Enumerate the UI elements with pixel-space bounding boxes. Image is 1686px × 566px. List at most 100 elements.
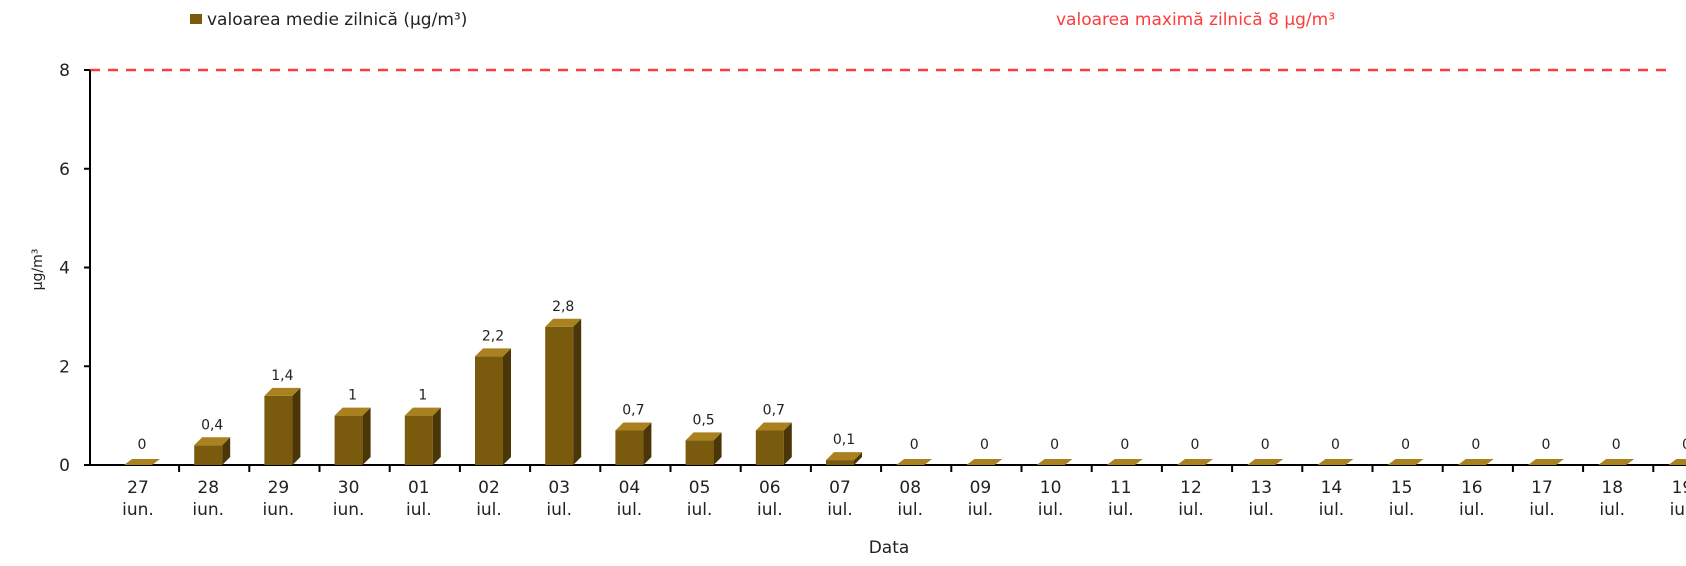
x-tick-label-day: 03 <box>548 478 570 498</box>
data-label: 0 <box>1612 437 1621 453</box>
x-tick-label-day: 14 <box>1321 478 1343 498</box>
x-tick-label-day: 19 <box>1672 478 1686 498</box>
x-tick-label-month: iul. <box>617 500 643 520</box>
bar-top <box>1036 459 1073 465</box>
x-tick-label-day: 08 <box>899 478 921 498</box>
x-tick-label-month: iul. <box>757 500 783 520</box>
y-tick-label: 4 <box>59 259 70 279</box>
bar <box>475 356 503 465</box>
x-tick-label-month: iul. <box>1459 500 1485 520</box>
x-tick-label-day: 15 <box>1391 478 1413 498</box>
bar-top <box>334 407 371 416</box>
data-label: 0,1 <box>833 432 855 448</box>
bar-side <box>854 452 862 465</box>
x-tick-label-day: 12 <box>1180 478 1202 498</box>
bar-side <box>783 422 792 465</box>
x-tick-label-month: iul. <box>968 500 994 520</box>
x-tick-label-month: iul. <box>476 500 502 520</box>
x-tick-label-month: iun. <box>192 500 224 520</box>
data-label: 1,4 <box>271 368 293 384</box>
x-tick-label-day: 11 <box>1110 478 1132 498</box>
data-label: 0 <box>1191 437 1200 453</box>
x-tick-label-day: 13 <box>1250 478 1272 498</box>
data-label: 2,2 <box>482 328 504 344</box>
y-axis-title: µg/m³ <box>30 249 46 291</box>
x-tick-label-month: iul. <box>1248 500 1274 520</box>
data-label: 0 <box>1261 437 1270 453</box>
bar-top <box>966 459 1003 465</box>
data-label: 0 <box>980 437 989 453</box>
data-label: 0 <box>1471 437 1480 453</box>
bar-side <box>222 437 231 465</box>
bar-top <box>124 459 160 465</box>
bar-top <box>685 432 722 441</box>
bar-top <box>1668 459 1686 465</box>
x-tick-label-month: iun. <box>333 500 365 520</box>
data-label: 0 <box>1050 437 1059 453</box>
bar-side <box>362 407 371 465</box>
max-line-label: valoarea maximă zilnică 8 µg/m³ <box>1056 10 1336 30</box>
x-tick-label-day: 02 <box>478 478 500 498</box>
x-tick-label-month: iul. <box>1319 500 1345 520</box>
bar <box>264 395 293 465</box>
data-label: 0 <box>1331 437 1340 453</box>
x-tick-label-month: iul. <box>546 500 572 520</box>
bar-top <box>1598 459 1635 465</box>
bar-top <box>404 407 441 416</box>
x-tick-label-day: 18 <box>1601 478 1623 498</box>
x-tick-label-day: 09 <box>970 478 992 498</box>
bar-side <box>503 348 511 465</box>
bar-top <box>1177 459 1213 465</box>
bar-top <box>1106 459 1143 465</box>
bar-top <box>1387 459 1424 465</box>
x-tick-label-month: iul. <box>897 500 923 520</box>
legend: valoarea medie zilnică (µg/m³) <box>190 10 467 30</box>
y-tick-label: 2 <box>59 357 70 377</box>
x-tick-label-day: 05 <box>689 478 711 498</box>
bar-top <box>1528 459 1564 465</box>
x-tick-label-day: 06 <box>759 478 781 498</box>
legend-label: valoarea medie zilnică (µg/m³) <box>207 10 468 30</box>
bar-top <box>1247 459 1284 465</box>
data-label: 0 <box>1682 437 1686 453</box>
data-label: 1 <box>348 388 357 404</box>
x-tick-label-month: iul. <box>1670 500 1686 520</box>
bar <box>826 460 854 465</box>
bar <box>685 440 714 465</box>
bar-top <box>1457 459 1494 465</box>
data-label: 0,4 <box>201 417 223 433</box>
legend-swatch <box>190 14 202 24</box>
data-label: 0 <box>1120 437 1129 453</box>
x-tick-label-day: 10 <box>1040 478 1062 498</box>
x-tick-label-month: iun. <box>122 500 154 520</box>
x-tick-label-day: 16 <box>1461 478 1483 498</box>
data-label: 2,8 <box>552 299 574 315</box>
data-label: 0,7 <box>622 402 644 418</box>
x-tick-label-month: iul. <box>827 500 853 520</box>
bar-top <box>475 348 511 357</box>
x-tick-label-month: iul. <box>1038 500 1064 520</box>
bar-top <box>545 318 582 327</box>
data-label: 0 <box>138 437 147 453</box>
data-label: 0 <box>1542 437 1551 453</box>
bar-top <box>264 387 301 396</box>
y-tick-label: 0 <box>59 456 70 476</box>
data-label: 0 <box>1401 437 1410 453</box>
bar-side <box>292 387 301 465</box>
data-label: 1 <box>418 388 427 404</box>
y-tick-label: 8 <box>59 61 70 81</box>
bar-side <box>432 407 441 465</box>
x-tick-label-day: 04 <box>619 478 641 498</box>
x-tick-label-day: 17 <box>1531 478 1553 498</box>
bar-top <box>755 422 792 431</box>
x-tick-label-month: iul. <box>1178 500 1204 520</box>
y-tick-label: 6 <box>59 160 70 180</box>
x-tick-label-month: iul. <box>1108 500 1134 520</box>
x-tick-label-month: iun. <box>263 500 295 520</box>
data-label: 0 <box>910 437 919 453</box>
bar <box>404 415 433 465</box>
x-tick-label-day: 27 <box>127 478 149 498</box>
bar-top <box>194 437 231 446</box>
